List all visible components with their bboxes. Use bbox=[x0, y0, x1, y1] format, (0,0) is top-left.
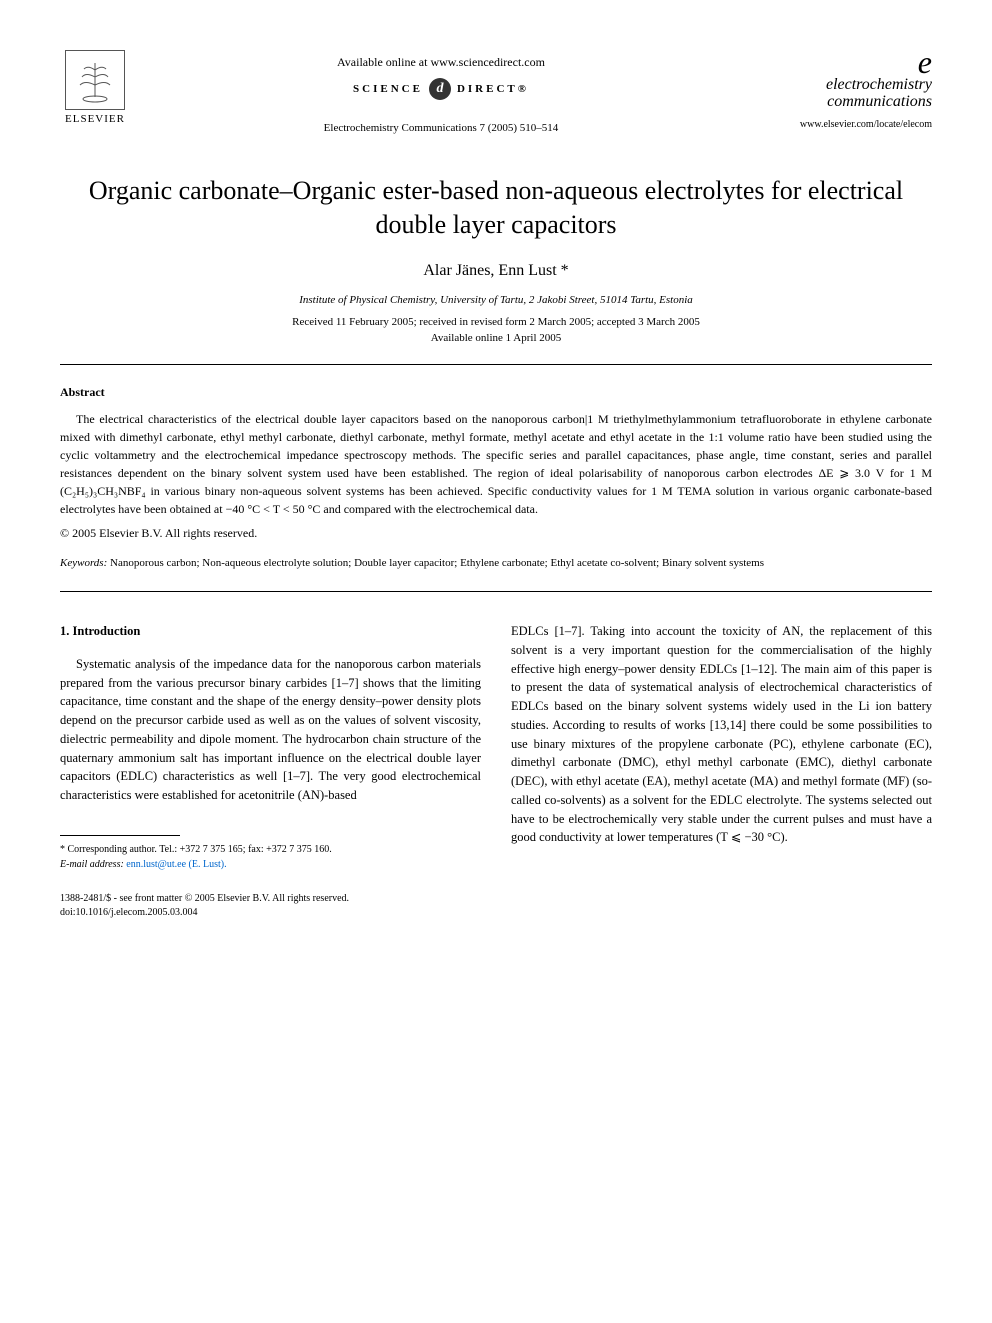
header-row: ELSEVIER Available online at www.science… bbox=[60, 50, 932, 134]
intro-para-left: Systematic analysis of the impedance dat… bbox=[60, 655, 481, 805]
authors: Alar Jänes, Enn Lust * bbox=[60, 262, 932, 280]
intro-heading: 1. Introduction bbox=[60, 622, 481, 641]
keywords: Keywords: Nanoporous carbon; Non-aqueous… bbox=[60, 555, 932, 572]
divider-top bbox=[60, 364, 932, 365]
abstract-copyright: © 2005 Elsevier B.V. All rights reserved… bbox=[60, 526, 932, 541]
sd-right: DIRECT® bbox=[457, 83, 529, 95]
corresponding-author: * Corresponding author. Tel.: +372 7 375… bbox=[60, 842, 481, 857]
elsevier-tree-icon bbox=[65, 50, 125, 110]
body-columns: 1. Introduction Systematic analysis of t… bbox=[60, 622, 932, 872]
science-direct-logo: SCIENCE d DIRECT® bbox=[353, 78, 529, 100]
center-header: Available online at www.sciencedirect.co… bbox=[130, 50, 752, 134]
keywords-text: Nanoporous carbon; Non-aqueous electroly… bbox=[107, 557, 764, 569]
sd-left: SCIENCE bbox=[353, 83, 423, 95]
publisher-logo: ELSEVIER bbox=[60, 50, 130, 130]
online-date: Available online 1 April 2005 bbox=[60, 332, 932, 344]
footnote-divider bbox=[60, 835, 180, 836]
available-online-text: Available online at www.sciencedirect.co… bbox=[130, 55, 752, 70]
email-label: E-mail address: bbox=[60, 859, 124, 870]
footer-line1: 1388-2481/$ - see front matter © 2005 El… bbox=[60, 892, 932, 906]
journal-logo-e: e bbox=[752, 50, 932, 76]
journal-reference: Electrochemistry Communications 7 (2005)… bbox=[130, 122, 752, 134]
abstract-text: The electrical characteristics of the el… bbox=[60, 410, 932, 518]
footer-line2: doi:10.1016/j.elecom.2005.03.004 bbox=[60, 906, 932, 920]
footer: 1388-2481/$ - see front matter © 2005 El… bbox=[60, 892, 932, 920]
article-title: Organic carbonate–Organic ester-based no… bbox=[80, 174, 912, 242]
email-address[interactable]: enn.lust@ut.ee (E. Lust). bbox=[124, 859, 227, 870]
received-dates: Received 11 February 2005; received in r… bbox=[60, 316, 932, 328]
right-column: EDLCs [1–7]. Taking into account the tox… bbox=[511, 622, 932, 872]
intro-para-right: EDLCs [1–7]. Taking into account the tox… bbox=[511, 622, 932, 847]
divider-bottom bbox=[60, 591, 932, 592]
email-line: E-mail address: enn.lust@ut.ee (E. Lust)… bbox=[60, 857, 481, 872]
journal-url: www.elsevier.com/locate/elecom bbox=[752, 119, 932, 130]
journal-branding: e electrochemistry communications www.el… bbox=[752, 50, 932, 130]
keywords-label: Keywords: bbox=[60, 557, 107, 569]
journal-name-2: communications bbox=[752, 93, 932, 111]
sd-circle-icon: d bbox=[429, 78, 451, 100]
abstract-heading: Abstract bbox=[60, 385, 932, 400]
journal-name-1: electrochemistry bbox=[752, 76, 932, 94]
publisher-name: ELSEVIER bbox=[65, 113, 125, 125]
affiliation: Institute of Physical Chemistry, Univers… bbox=[60, 294, 932, 306]
left-column: 1. Introduction Systematic analysis of t… bbox=[60, 622, 481, 872]
